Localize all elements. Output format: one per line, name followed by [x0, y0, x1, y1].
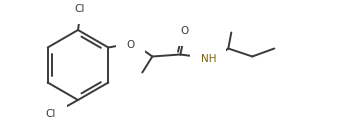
Text: O: O: [180, 25, 188, 35]
Text: O: O: [126, 39, 134, 49]
Text: Cl: Cl: [75, 4, 85, 14]
Text: NH: NH: [201, 54, 216, 64]
Text: Cl: Cl: [46, 109, 56, 119]
